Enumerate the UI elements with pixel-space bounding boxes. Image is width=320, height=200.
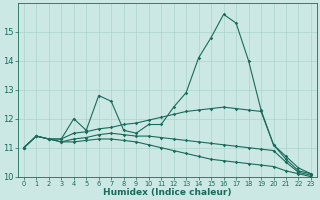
X-axis label: Humidex (Indice chaleur): Humidex (Indice chaleur) bbox=[103, 188, 232, 197]
